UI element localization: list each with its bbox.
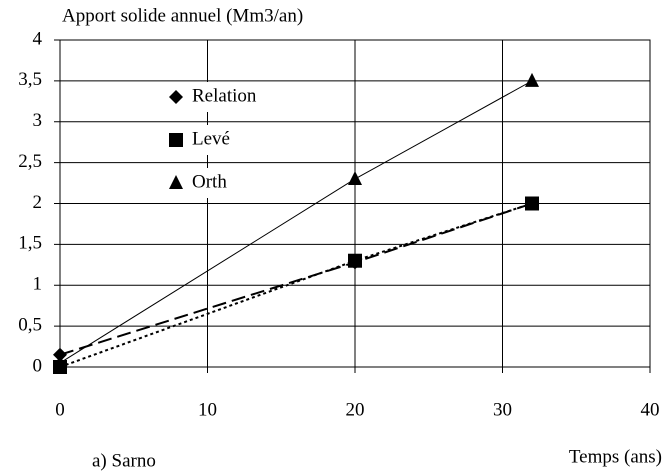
x-tick-label: 30 bbox=[493, 399, 512, 420]
legend-bg bbox=[165, 168, 275, 198]
y-tick-label: 2 bbox=[33, 192, 43, 213]
x-tick-label: 20 bbox=[346, 399, 365, 420]
y-tick-label: 3,5 bbox=[18, 69, 42, 90]
marker bbox=[53, 347, 67, 362]
y-tick-label: 1,5 bbox=[18, 233, 42, 254]
marker bbox=[169, 90, 183, 104]
y-tick-label: 3 bbox=[33, 110, 43, 131]
x-tick-label: 0 bbox=[55, 399, 65, 420]
marker bbox=[53, 354, 67, 369]
x-axis-label: Temps (ans) bbox=[569, 446, 662, 467]
y-tick-label: 4 bbox=[33, 28, 43, 49]
marker bbox=[169, 133, 183, 147]
marker bbox=[525, 196, 539, 211]
y-tick-label: 0,5 bbox=[18, 314, 42, 335]
plot-frame bbox=[59, 39, 651, 368]
legend-bg bbox=[165, 82, 275, 112]
marker bbox=[525, 72, 539, 87]
legend-bg bbox=[165, 125, 275, 155]
annotation: a) Sarno bbox=[92, 450, 156, 471]
legend-label: Orth bbox=[192, 171, 227, 192]
marker bbox=[169, 175, 183, 189]
legend-label: Levé bbox=[192, 128, 230, 149]
y-tick-label: 1 bbox=[33, 274, 43, 295]
x-tick-label: 40 bbox=[641, 399, 660, 420]
y-tick-label: 2,5 bbox=[18, 151, 42, 172]
marker bbox=[348, 170, 362, 185]
y-tick-label: 0 bbox=[33, 355, 43, 376]
chart-title: Apport solide annuel (Mm3/an) bbox=[62, 5, 303, 26]
x-tick-label: 10 bbox=[198, 399, 217, 420]
marker bbox=[348, 253, 362, 268]
legend-label: Relation bbox=[192, 85, 257, 106]
